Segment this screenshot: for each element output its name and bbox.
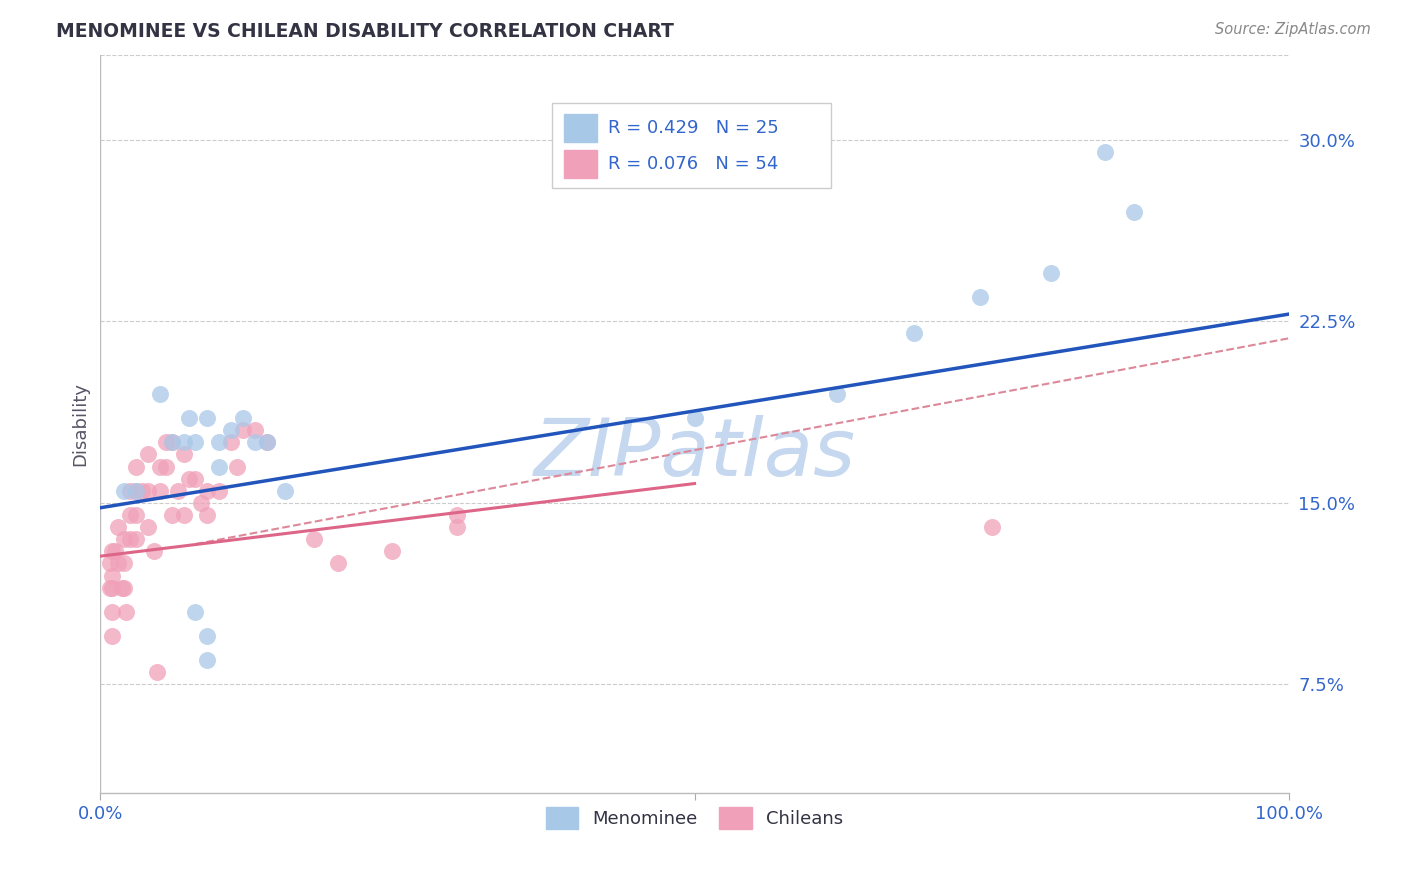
Point — [120, 483, 142, 498]
Point — [179, 472, 201, 486]
Point — [98, 581, 121, 595]
Point — [184, 435, 207, 450]
Point — [179, 411, 201, 425]
Point — [446, 508, 468, 522]
FancyBboxPatch shape — [564, 150, 598, 178]
Point — [155, 435, 177, 450]
Point — [903, 326, 925, 341]
Point — [243, 423, 266, 437]
Point — [380, 544, 402, 558]
Point — [149, 459, 172, 474]
Point — [155, 459, 177, 474]
Point — [98, 557, 121, 571]
Point — [146, 665, 169, 680]
Point — [104, 544, 127, 558]
Point — [190, 496, 212, 510]
Y-axis label: Disability: Disability — [72, 383, 89, 467]
Text: ZIPatlas: ZIPatlas — [533, 415, 856, 492]
Point — [125, 508, 148, 522]
Point — [120, 508, 142, 522]
Point — [195, 483, 218, 498]
Point — [112, 581, 135, 595]
Point — [173, 435, 195, 450]
Text: Source: ZipAtlas.com: Source: ZipAtlas.com — [1215, 22, 1371, 37]
Point — [969, 290, 991, 304]
Point — [136, 483, 159, 498]
Point — [160, 508, 183, 522]
Point — [120, 532, 142, 546]
Point — [232, 423, 254, 437]
Point — [195, 629, 218, 643]
Point — [226, 459, 249, 474]
Point — [101, 629, 124, 643]
Point — [149, 387, 172, 401]
FancyBboxPatch shape — [553, 103, 831, 188]
Legend: Menominee, Chileans: Menominee, Chileans — [538, 799, 851, 836]
Point — [184, 605, 207, 619]
Point — [208, 459, 231, 474]
Point — [125, 459, 148, 474]
Point — [195, 508, 218, 522]
Point — [125, 483, 148, 498]
Point — [208, 483, 231, 498]
Point — [112, 557, 135, 571]
Point — [101, 581, 124, 595]
Point — [149, 483, 172, 498]
Point — [125, 532, 148, 546]
Point — [112, 532, 135, 546]
Point — [1040, 266, 1063, 280]
Point — [326, 557, 349, 571]
Point — [304, 532, 326, 546]
Point — [107, 520, 129, 534]
Text: MENOMINEE VS CHILEAN DISABILITY CORRELATION CHART: MENOMINEE VS CHILEAN DISABILITY CORRELAT… — [56, 22, 673, 41]
Point — [980, 520, 1002, 534]
Point — [184, 472, 207, 486]
Point — [115, 605, 138, 619]
Point — [142, 544, 165, 558]
Point — [112, 483, 135, 498]
Point — [107, 557, 129, 571]
Point — [136, 448, 159, 462]
Point — [256, 435, 278, 450]
Text: R = 0.429   N = 25: R = 0.429 N = 25 — [607, 120, 779, 137]
Point — [683, 411, 706, 425]
Point — [208, 435, 231, 450]
Point — [195, 411, 218, 425]
Text: R = 0.076   N = 54: R = 0.076 N = 54 — [607, 154, 778, 173]
FancyBboxPatch shape — [564, 114, 598, 142]
Point — [243, 435, 266, 450]
Point — [125, 483, 148, 498]
Point — [1123, 205, 1146, 219]
Point — [195, 653, 218, 667]
Point — [219, 423, 242, 437]
Point — [1094, 145, 1116, 159]
Point — [160, 435, 183, 450]
Point — [101, 568, 124, 582]
Point — [825, 387, 848, 401]
Point — [219, 435, 242, 450]
Point — [173, 448, 195, 462]
Point — [160, 435, 183, 450]
Point — [131, 483, 153, 498]
Point — [273, 483, 295, 498]
Point — [101, 544, 124, 558]
Point — [136, 520, 159, 534]
Point — [111, 581, 134, 595]
Point — [166, 483, 188, 498]
Point — [173, 508, 195, 522]
Point — [256, 435, 278, 450]
Point — [232, 411, 254, 425]
Point — [101, 605, 124, 619]
Point — [446, 520, 468, 534]
